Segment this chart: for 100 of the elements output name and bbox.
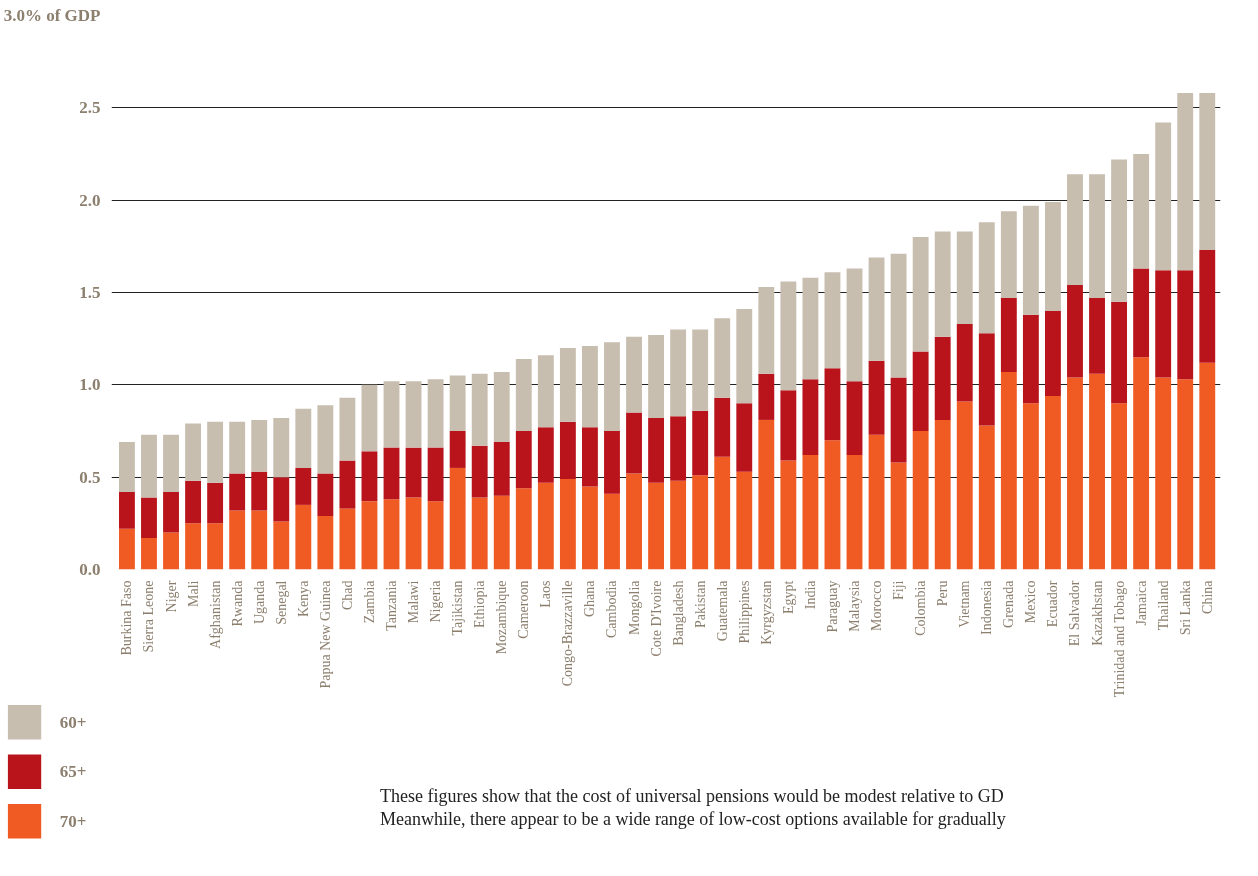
bar bbox=[427, 501, 444, 570]
y-tick-label: 3.0% of GDP bbox=[3, 6, 101, 25]
bar bbox=[537, 427, 554, 483]
y-tick-label: 1.0 bbox=[79, 375, 101, 395]
bar bbox=[295, 408, 312, 468]
x-tick-label: Senegal bbox=[273, 580, 289, 625]
y-tick-label: 0.5 bbox=[79, 467, 101, 487]
x-tick-label: Egypt bbox=[780, 580, 796, 614]
bar bbox=[1067, 285, 1083, 378]
bar bbox=[207, 421, 224, 483]
bar bbox=[714, 456, 731, 570]
bar bbox=[780, 460, 797, 570]
x-tick-label: Ecuador bbox=[1045, 580, 1061, 628]
bar bbox=[449, 431, 466, 468]
bar bbox=[295, 504, 312, 570]
bar bbox=[471, 497, 488, 570]
bar bbox=[912, 351, 929, 431]
bar bbox=[692, 410, 709, 476]
x-tick-label: Vietnam bbox=[957, 580, 973, 628]
text: These figures show that the cost of universal pensions would be modest relative to GD bbox=[380, 786, 1004, 806]
bar bbox=[273, 418, 290, 478]
bar bbox=[163, 532, 179, 570]
bar bbox=[1199, 93, 1216, 251]
x-tick-label: China bbox=[1199, 579, 1215, 614]
x-tick-label: Kenya bbox=[295, 579, 311, 618]
bar bbox=[626, 473, 642, 570]
x-tick-label: Cambodia bbox=[604, 579, 620, 639]
bar bbox=[758, 373, 775, 420]
x-tick-label: Ethiopia bbox=[472, 579, 488, 628]
bar bbox=[1045, 395, 1061, 570]
bar bbox=[1045, 202, 1061, 311]
bar bbox=[868, 257, 885, 361]
bar bbox=[1111, 159, 1128, 302]
bar bbox=[493, 371, 510, 443]
bar bbox=[1133, 154, 1150, 269]
bar bbox=[604, 431, 620, 494]
bar bbox=[361, 451, 378, 502]
bar bbox=[1022, 314, 1039, 404]
bar bbox=[846, 381, 863, 456]
x-tick-label: Zambia bbox=[361, 579, 377, 624]
bar bbox=[604, 493, 620, 570]
bar bbox=[956, 231, 973, 324]
bar bbox=[1089, 298, 1105, 374]
bar bbox=[582, 427, 598, 487]
bar bbox=[229, 473, 246, 511]
x-tick-label: Rwanda bbox=[229, 579, 245, 627]
x-tick-label: Nigeria bbox=[428, 579, 444, 623]
bar bbox=[1045, 310, 1061, 396]
bar bbox=[405, 381, 422, 448]
bar bbox=[934, 231, 951, 337]
bar bbox=[537, 355, 554, 428]
x-tick-label: Sri Lanka bbox=[1177, 579, 1193, 636]
bar bbox=[934, 336, 951, 420]
x-tick-label: Indonesia bbox=[979, 579, 995, 635]
bar bbox=[295, 467, 312, 505]
bar bbox=[559, 347, 576, 422]
bar bbox=[736, 471, 753, 570]
bar bbox=[361, 501, 378, 570]
bar bbox=[383, 447, 400, 500]
bar bbox=[273, 521, 290, 570]
bar bbox=[1089, 373, 1105, 570]
bar bbox=[582, 346, 598, 428]
bar bbox=[339, 508, 356, 570]
bar bbox=[1133, 268, 1150, 358]
bar bbox=[802, 455, 819, 570]
bar bbox=[868, 360, 885, 435]
bar bbox=[537, 482, 554, 570]
bar bbox=[890, 253, 907, 378]
bar bbox=[912, 237, 929, 352]
bar bbox=[1133, 357, 1150, 570]
bar bbox=[1155, 270, 1172, 378]
bar bbox=[427, 379, 444, 448]
x-tick-label: Colombia bbox=[913, 579, 929, 636]
x-tick-label: Guatemala bbox=[714, 579, 730, 642]
bar bbox=[1067, 174, 1083, 286]
bar bbox=[626, 336, 642, 413]
legend-label: 70+ bbox=[59, 811, 87, 831]
bar bbox=[1022, 205, 1039, 315]
bar bbox=[559, 421, 576, 480]
bar bbox=[515, 431, 532, 489]
bar bbox=[648, 334, 665, 419]
x-tick-label: Papua New Guinea bbox=[317, 579, 333, 689]
bar bbox=[317, 473, 334, 516]
bar bbox=[978, 425, 995, 570]
bar bbox=[141, 538, 157, 570]
x-tick-label: Pakistan bbox=[692, 580, 708, 628]
x-tick-label: Uganda bbox=[251, 579, 267, 625]
x-tick-label: Mongolia bbox=[626, 579, 642, 635]
bar bbox=[604, 342, 620, 431]
bar bbox=[956, 401, 973, 570]
bar bbox=[493, 442, 510, 496]
bar bbox=[471, 445, 488, 498]
x-tick-label: El Salvador bbox=[1067, 580, 1083, 647]
bar bbox=[692, 475, 709, 570]
x-tick-label: Kazakhstan bbox=[1089, 580, 1105, 646]
x-tick-label: Bangladesh bbox=[670, 580, 686, 646]
bar bbox=[714, 318, 731, 398]
bar bbox=[405, 447, 422, 498]
bar bbox=[780, 281, 797, 391]
bar bbox=[449, 375, 466, 431]
